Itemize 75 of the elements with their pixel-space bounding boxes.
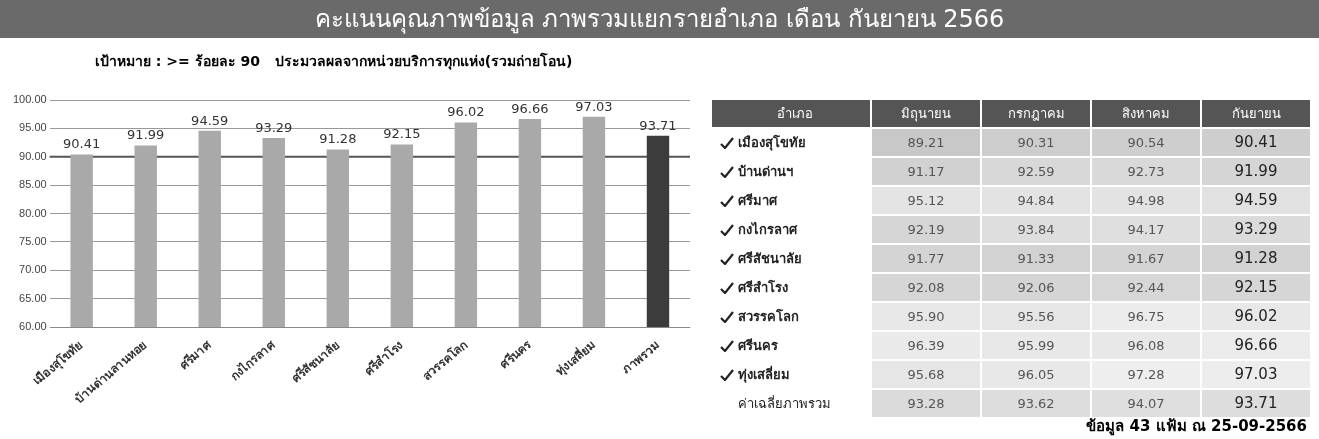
data-label: 92.19 — [872, 216, 980, 243]
data-label: 91.28 — [1202, 245, 1310, 272]
data-label: 96.05 — [982, 361, 1090, 388]
data-label: 91.99 — [127, 127, 165, 143]
data-label: 91.17 — [872, 158, 980, 185]
chart-subtitle: เป้าหมาย : >= ร้อยละ 90 ประมวลผลจากหน่วยบริการทุกแห่ง(รวมถ่ายโอน) — [95, 51, 573, 72]
data-label: 92.08 — [872, 274, 980, 301]
data-label: 92.44 — [1092, 274, 1200, 301]
data-label: 91.33 — [982, 245, 1090, 272]
y-tick-label: 85.00 — [19, 178, 47, 191]
data-label: 96.08 — [1092, 332, 1200, 359]
data-label: 96.02 — [1202, 303, 1310, 330]
y-tick-label: เมืองสุโขทัย — [737, 134, 807, 153]
data-label: 95.90 — [872, 303, 980, 330]
data-label: 96.66 — [511, 100, 549, 116]
y-tick-label: ศรีมาศ — [737, 192, 779, 210]
y-tick-label: 90.00 — [19, 149, 47, 162]
data-label: 89.21 — [872, 129, 980, 156]
x-tick-label: กรกฎาคม — [982, 100, 1090, 127]
data-label: 93.84 — [982, 216, 1090, 243]
x-tick-label: สิงหาคม — [1092, 100, 1200, 127]
data-label: 94.98 — [1092, 187, 1200, 214]
data-label: 95.99 — [982, 332, 1090, 359]
y-tick-label: ศรีสำโรง — [737, 279, 789, 297]
data-label: 97.03 — [575, 98, 613, 114]
y-tick-label: 80.00 — [19, 206, 47, 219]
data-label: 92.15 — [383, 126, 421, 142]
data-label: 92.15 — [1202, 274, 1310, 301]
y-tick-label: ศรีสัชนาลัย — [737, 250, 803, 268]
y-axis-title: อำเภอ — [712, 100, 870, 127]
data-label: 96.02 — [447, 104, 485, 120]
data-label: 93.29 — [255, 119, 293, 135]
y-tick-label: 70.00 — [19, 263, 47, 276]
data-label: 94.59 — [191, 112, 229, 128]
y-tick-label: 100.00 — [12, 93, 47, 106]
data-label: 94.84 — [982, 187, 1090, 214]
y-tick-label: กงไกรลาศ — [737, 221, 799, 239]
data-label: 90.41 — [1202, 129, 1310, 156]
x-tick-label: มิถุนายน — [872, 100, 980, 127]
data-label: 91.77 — [872, 245, 980, 272]
annotation: ข้อมูล 43 แฟ้ม ณ 25-09-2566 — [1086, 416, 1307, 438]
chart-title: คะแนนคุณภาพข้อมูล ภาพรวมแยกรายอำเภอ เดือน กันยายน 2566 — [0, 0, 1319, 38]
data-label: 91.67 — [1092, 245, 1200, 272]
data-label: 93.71 — [639, 117, 677, 133]
data-label: 95.56 — [982, 303, 1090, 330]
data-label: 91.99 — [1202, 158, 1310, 185]
data-label: 93.71 — [1202, 390, 1310, 417]
data-label: 96.66 — [1202, 332, 1310, 359]
data-label: 97.03 — [1202, 361, 1310, 388]
data-label: 92.06 — [982, 274, 1090, 301]
y-tick-label: 95.00 — [19, 121, 47, 134]
y-tick-label: 60.00 — [19, 320, 47, 333]
data-label: 94.07 — [1092, 390, 1200, 417]
y-tick-label: บ้านด่านฯ — [737, 163, 794, 181]
y-tick-label: 75.00 — [19, 234, 47, 247]
data-label: 94.59 — [1202, 187, 1310, 214]
data-label: 90.41 — [63, 136, 101, 152]
data-label: 97.28 — [1092, 361, 1200, 388]
data-label: 94.17 — [1092, 216, 1200, 243]
y-tick-label: ค่าเฉลี่ยภาพรวม — [737, 394, 832, 413]
data-label: 93.62 — [982, 390, 1090, 417]
data-label: 95.12 — [872, 187, 980, 214]
y-tick-label: 65.00 — [19, 291, 47, 304]
data-label: 93.29 — [1202, 216, 1310, 243]
data-label: 92.73 — [1092, 158, 1200, 185]
y-tick-label: สวรรคโลก — [737, 308, 800, 326]
data-label: 96.39 — [872, 332, 980, 359]
data-label: 91.28 — [319, 131, 357, 147]
data-label: 92.59 — [982, 158, 1090, 185]
data-label: 90.54 — [1092, 129, 1200, 156]
data-label: 90.31 — [982, 129, 1090, 156]
data-label: 95.68 — [872, 361, 980, 388]
data-label: 96.75 — [1092, 303, 1200, 330]
x-tick-label: กันยายน — [1202, 100, 1310, 127]
data-label: 93.28 — [872, 390, 980, 417]
